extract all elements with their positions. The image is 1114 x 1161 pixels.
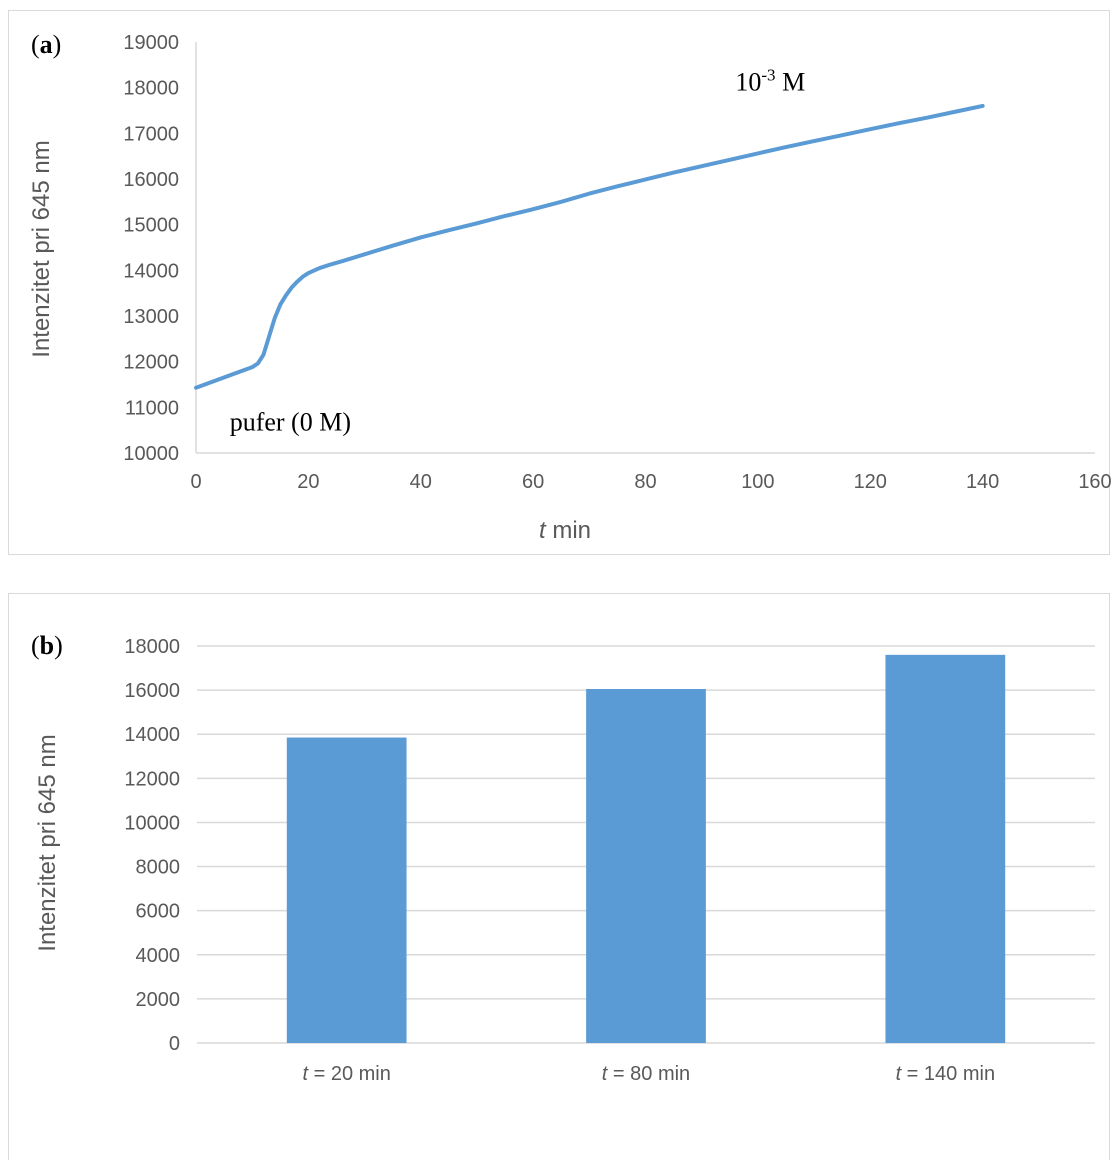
y-tick-label: 11000 bbox=[125, 397, 179, 419]
y-tick-label: 12000 bbox=[124, 768, 180, 790]
x-category-label: t = 140 min bbox=[896, 1063, 996, 1085]
x-ticks-a: 0 20 40 60 80 100 120 140 160 bbox=[190, 471, 1111, 493]
series-line bbox=[194, 103, 985, 390]
y-tick-label: 16000 bbox=[124, 680, 180, 702]
chart-panel-a: (a) 10000 11000 12000 13000 14000 15000 16000 1… bbox=[8, 10, 1112, 555]
y-tick-label: 13000 bbox=[123, 306, 179, 328]
y-tick-label: 0 bbox=[169, 1033, 180, 1055]
bar bbox=[586, 689, 706, 1043]
y-tick-label: 10000 bbox=[123, 443, 179, 465]
x-category-labels-b: t = 20 min t = 80 min t = 140 min bbox=[302, 1063, 995, 1085]
x-tick-label: 20 bbox=[297, 471, 319, 493]
y-axis-title-b: Intenzitet pri 645 nm bbox=[34, 734, 61, 951]
x-tick-label: 0 bbox=[190, 471, 201, 493]
bars-b bbox=[286, 654, 1006, 1043]
y-tick-label: 15000 bbox=[123, 215, 179, 237]
x-category-label: t = 20 min bbox=[302, 1063, 390, 1085]
y-ticks-a: 10000 11000 12000 13000 14000 15000 16000 17000… bbox=[123, 32, 179, 465]
y-tick-label: 4000 bbox=[136, 945, 181, 967]
bar-chart-b: (b) 0 2000 4000 6000 8000 10000 12000 14000 1600… bbox=[31, 631, 1095, 1085]
annotation-buffer: pufer (0 M) bbox=[230, 407, 351, 436]
x-tick-label: 160 bbox=[1078, 471, 1111, 493]
x-axis-title-a: t min bbox=[539, 517, 591, 544]
panel-label-b: (b) bbox=[31, 631, 63, 660]
line-chart-a: (a) 100001100012000130001400015000160001… bbox=[28, 30, 1112, 544]
y-tick-label: 14000 bbox=[124, 724, 180, 746]
x-tick-label: 100 bbox=[741, 471, 774, 493]
y-tick-label: 2000 bbox=[136, 989, 181, 1011]
x-tick-label: 80 bbox=[634, 471, 656, 493]
x-category-label: t = 80 min bbox=[602, 1063, 690, 1085]
x-tick-label: 40 bbox=[410, 471, 432, 493]
y-tick-label: 19000 bbox=[123, 32, 179, 54]
y-tick-label: 12000 bbox=[123, 352, 179, 374]
y-tick-label: 8000 bbox=[136, 857, 181, 879]
y-tick-label: 18000 bbox=[124, 636, 180, 658]
x-tick-label: 140 bbox=[966, 471, 999, 493]
bar bbox=[885, 654, 1006, 1043]
y-tick-label: 16000 bbox=[123, 169, 179, 191]
bar bbox=[286, 737, 407, 1043]
panel-label-a: (a) bbox=[31, 30, 61, 59]
annotation-concentration: 10-3 M bbox=[735, 65, 805, 96]
y-tick-label: 14000 bbox=[123, 260, 179, 282]
y-ticks-b: 0 2000 4000 6000 8000 10000 12000 14000 16000 180… bbox=[124, 636, 180, 1055]
y-tick-label: 17000 bbox=[123, 123, 179, 145]
y-tick-label: 10000 bbox=[124, 812, 180, 834]
x-tick-label: 120 bbox=[854, 471, 887, 493]
y-tick-label: 18000 bbox=[123, 78, 179, 100]
x-tick-label: 60 bbox=[522, 471, 544, 493]
chart-panel-b: (b) 0 2000 4000 6000 8000 10000 12000 14000 1600… bbox=[8, 593, 1110, 1160]
y-tick-label: 6000 bbox=[136, 901, 181, 923]
y-axis-title-a: Intenzitet pri 645 nm bbox=[28, 140, 55, 357]
